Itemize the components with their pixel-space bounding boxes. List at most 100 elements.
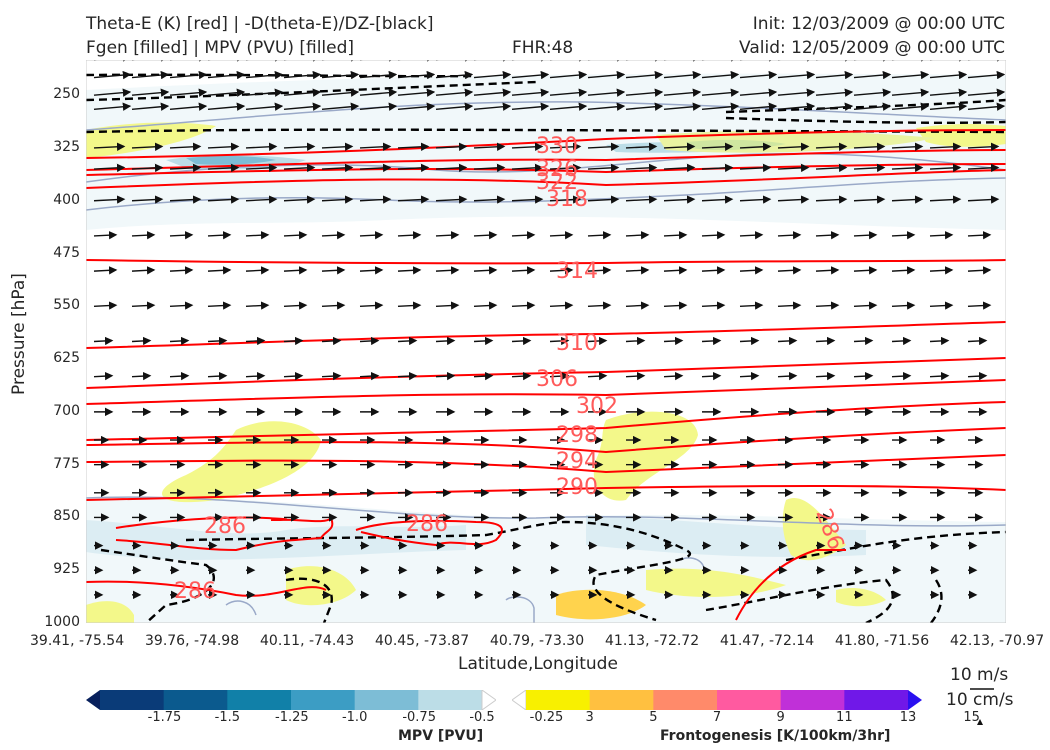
wind-vector [359,142,392,151]
colorbar-tick-label: -1.25 [275,710,309,725]
wind-vector [435,266,460,275]
wind-vector [663,70,702,80]
y-tick-label: 250 [53,86,80,103]
wind-vector [891,142,924,151]
wind-vector [511,102,550,111]
wind-vector [853,142,886,151]
wind-vector [625,163,658,173]
colorbar-tick-label: 5 [649,710,658,725]
colorbar-swatch [844,690,909,710]
wind-vector [435,195,468,204]
wind-vector [663,195,696,204]
wind-vector [777,301,802,310]
wind-vector [625,102,664,111]
wind-vector [549,195,582,204]
wind-vector [169,142,202,151]
wind-vector [967,301,992,310]
wind-vector [473,102,512,111]
mpv-fill [86,73,1006,623]
wind-vector [701,102,740,111]
wind-vector [131,102,170,111]
wind-vector [283,336,304,346]
wind-vector [777,88,816,97]
wind-vector [549,142,582,151]
wind-vector [587,195,620,204]
colorbar-tick-label: 3 [585,710,594,725]
wind-vector [511,163,544,173]
wind-vector [815,163,848,173]
wind-vector [245,230,270,240]
colorbar-swatch [227,690,292,710]
colorbar-tick-label: 9 [776,710,785,725]
x-tick-label: 41.13, -72.72 [605,633,700,649]
wind-vector [929,142,962,151]
wind-vector [397,301,422,310]
y-tick-label: 475 [53,244,80,261]
wind-vector [169,336,190,346]
wind-vector [169,70,208,80]
wind-vector [967,195,1000,204]
wind-vector [131,301,156,310]
wind-vector [815,266,840,275]
wind-vector [473,230,498,240]
wind-vector [929,88,968,97]
wind-vector [777,230,802,240]
y-tick-label: 1000 [44,614,80,630]
wind-vector [701,266,726,275]
fgen-colorbar [512,690,922,710]
wind-vector [777,70,816,80]
wind-vector [397,70,436,80]
colorbar-swatch [354,690,419,710]
wind-vector [625,88,664,97]
wind-vector [207,371,228,381]
wind-vector [397,102,436,111]
wind-vector [207,336,228,346]
wind-vector [473,266,498,275]
wind-vector [283,230,308,240]
colorbar-swatch [717,690,782,710]
colorbar-swatch [481,690,496,710]
wind-vector [169,88,208,97]
wind-vector [967,142,1000,151]
wind-vector [131,142,164,151]
wind-vector [359,230,384,240]
y-tick-label: 925 [53,561,80,578]
wind-vector [853,301,878,310]
wind-vector [891,301,916,310]
wind-vector [701,371,722,381]
wind-vector [853,70,892,80]
wind-vector [93,102,132,111]
theta-e-contour-label: 294 [556,449,598,474]
wind-vector [967,70,1006,80]
wind-vector [169,102,208,111]
wind-vector [739,163,772,173]
wind-vector [283,163,316,173]
wind-vector [663,163,696,173]
wind-vector [283,266,308,275]
y-tick-label: 325 [53,138,80,155]
wind-vector [511,371,532,381]
wind-vector [549,371,570,381]
theta-e-contour-label: 286 [174,579,216,604]
wind-vector [511,195,544,204]
wind-vector [435,102,474,111]
theta-e-contour-label: 310 [556,331,598,356]
wind-vector [435,301,460,310]
wind-vector [967,266,992,275]
x-tick-label: 40.79, -73.30 [490,633,585,649]
wind-vector [245,142,278,151]
wind-vector [435,88,474,97]
wind-vector [397,88,436,97]
wind-vector [397,142,430,151]
wind-vector [435,163,468,173]
wind-vector [967,371,988,381]
wind-vector [549,230,574,240]
wind-vector [587,301,612,310]
wind-vector [587,102,626,111]
wind-vector [93,195,126,204]
wind-vector [511,266,536,275]
wind-vector [359,336,380,346]
wind-vector [929,230,954,240]
wind-vector [777,266,802,275]
